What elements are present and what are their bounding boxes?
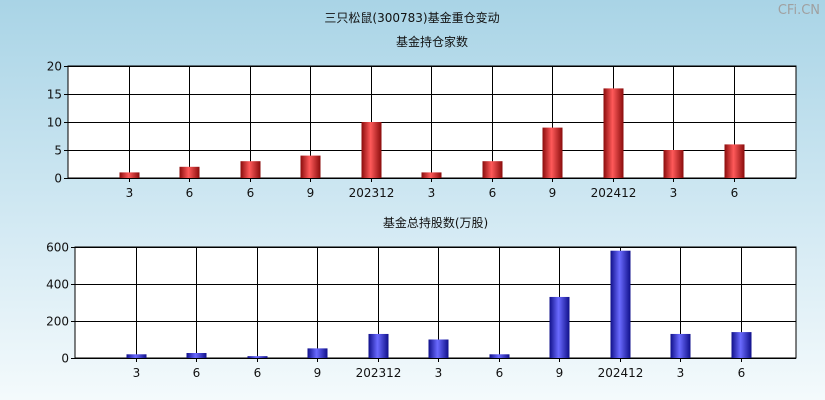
x-tick-label: 202312: [349, 186, 395, 200]
main-title: 三只松鼠(300783)基金重仓变动: [324, 10, 499, 25]
chart-title: 基金总持股数(万股): [383, 215, 488, 230]
bar-fund-count-1: [179, 166, 200, 178]
bar-fund-count-0: [119, 172, 140, 178]
bar-fund-count-10: [724, 144, 745, 178]
x-tick-label: 6: [489, 186, 497, 200]
bar-total-shares-5: [428, 339, 449, 358]
bar-fund-count-3: [300, 155, 321, 178]
x-tick-label: 3: [435, 366, 443, 380]
x-tick-label: 202412: [598, 366, 644, 380]
bar-total-shares-7: [549, 296, 570, 358]
x-tick-label: 3: [677, 366, 685, 380]
chart-fund-count: 基金持仓家数 0 5 10 15 20 3 6 6 9 202312 3 6 9 202412 3 6: [47, 34, 797, 200]
bar-total-shares-10: [731, 332, 752, 358]
bar-total-shares-0: [126, 354, 147, 358]
x-tick-label: 9: [314, 366, 322, 380]
bar-fund-count-5: [421, 172, 442, 178]
chart-total-shares: 基金总持股数(万股) 0 200 400 600 3 6 6 9 202312 3 6 9 202412 3…: [46, 215, 797, 380]
x-tick-label: 202412: [591, 186, 637, 200]
bar-fund-count-7: [542, 127, 563, 178]
y-tick-label: 0: [54, 172, 62, 186]
chart-title: 基金持仓家数: [396, 34, 468, 49]
x-tick-label: 6: [254, 366, 262, 380]
x-tick-label: 9: [549, 186, 557, 200]
x-tick-label: 3: [133, 366, 141, 380]
x-tick-label: 6: [738, 366, 746, 380]
bar-total-shares-4: [368, 333, 389, 358]
bar-total-shares-1: [186, 353, 207, 358]
y-tick-label: 20: [47, 60, 62, 74]
x-tick-label: 3: [428, 186, 436, 200]
x-tick-label: 6: [193, 366, 201, 380]
y-tick-label: 0: [61, 352, 69, 366]
x-tick-label: 6: [731, 186, 739, 200]
y-tick-label: 10: [47, 116, 62, 130]
bar-fund-count-6: [482, 161, 503, 178]
x-tick-label: 9: [307, 186, 315, 200]
x-tick-label: 202312: [356, 366, 402, 380]
x-tick-label: 6: [186, 186, 194, 200]
x-tick-label: 3: [126, 186, 134, 200]
y-tick-label: 15: [47, 88, 62, 102]
bar-total-shares-8: [610, 250, 631, 358]
x-tick-label: 9: [556, 366, 564, 380]
y-tick-label: 5: [54, 144, 62, 158]
bar-total-shares-3: [307, 348, 328, 358]
bar-total-shares-9: [670, 333, 691, 358]
x-tick-label: 3: [670, 186, 678, 200]
bar-total-shares-2: [247, 356, 268, 358]
y-tick-label: 400: [46, 278, 69, 292]
bar-fund-count-9: [663, 150, 684, 178]
x-tick-label: 6: [496, 366, 504, 380]
watermark: CFi.CN: [778, 3, 820, 18]
bar-fund-count-8: [603, 88, 624, 178]
bar-fund-count-4: [361, 122, 382, 178]
bar-fund-count-2: [240, 161, 261, 178]
bar-total-shares-6: [489, 354, 510, 358]
x-tick-label: 6: [247, 186, 255, 200]
y-tick-label: 600: [46, 241, 69, 255]
y-tick-label: 200: [46, 315, 69, 329]
